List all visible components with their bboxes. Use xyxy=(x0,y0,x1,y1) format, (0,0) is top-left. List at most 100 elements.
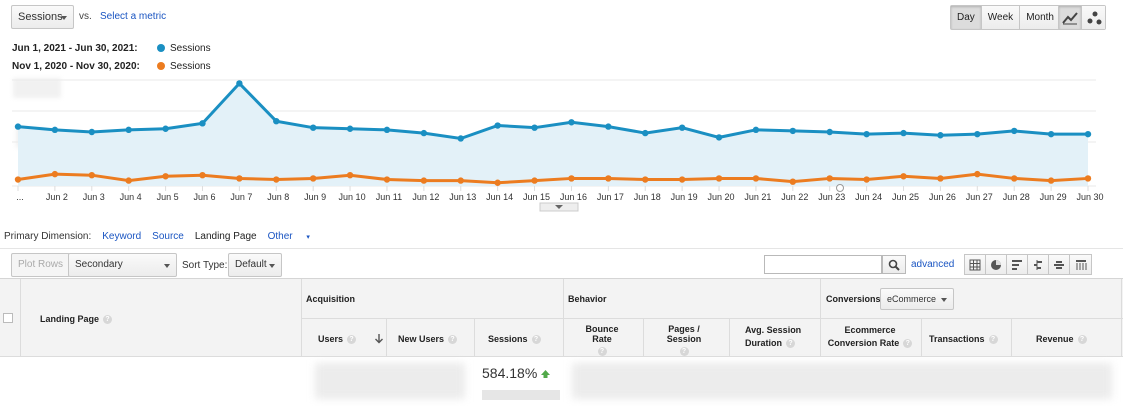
month-button[interactable]: Month xyxy=(1020,6,1060,29)
landing-page-header[interactable]: Landing Page? xyxy=(40,314,113,325)
help-icon[interactable]: ? xyxy=(988,335,998,345)
week-button[interactable]: Week xyxy=(981,6,1021,29)
dimension-keyword[interactable]: Keyword xyxy=(102,231,142,242)
users-column-header[interactable]: Users? xyxy=(318,334,357,345)
data-point[interactable] xyxy=(1047,130,1055,138)
data-point[interactable] xyxy=(937,132,944,139)
pages-session-column-header[interactable]: Pages / Session? xyxy=(666,324,702,356)
performance-view-button[interactable] xyxy=(1007,255,1028,274)
data-point[interactable] xyxy=(715,134,723,141)
data-point[interactable] xyxy=(51,126,59,134)
data-point[interactable] xyxy=(900,173,907,180)
sort-down-arrow-icon[interactable] xyxy=(374,333,384,344)
data-point[interactable] xyxy=(568,175,575,182)
data-point[interactable] xyxy=(14,176,22,183)
secondary-dimension-select[interactable]: Secondary dimension xyxy=(68,253,177,292)
term-cloud-view-button[interactable] xyxy=(1049,255,1070,274)
data-point[interactable] xyxy=(88,128,95,136)
data-point[interactable] xyxy=(568,119,575,126)
new-users-column-header[interactable]: New Users? xyxy=(398,334,458,345)
data-point[interactable] xyxy=(789,127,797,135)
plot-rows-button[interactable]: Plot Rows xyxy=(11,253,71,277)
motion-chart-button[interactable] xyxy=(1082,6,1105,29)
help-icon[interactable]: ? xyxy=(1077,335,1087,345)
select-metric-link[interactable]: Select a metric xyxy=(100,11,167,22)
data-point[interactable] xyxy=(937,175,944,182)
data-point[interactable] xyxy=(826,175,833,182)
metric-select[interactable]: Sessions xyxy=(11,5,74,29)
data-point[interactable] xyxy=(383,126,391,134)
data-point[interactable] xyxy=(346,172,354,179)
data-point[interactable] xyxy=(642,176,649,183)
search-button[interactable] xyxy=(882,255,906,274)
pivot-view-button[interactable] xyxy=(1070,255,1091,274)
data-point[interactable] xyxy=(605,175,612,182)
data-point[interactable] xyxy=(236,175,243,182)
dimension-landing-page[interactable]: Landing Page xyxy=(194,231,257,242)
data-point[interactable] xyxy=(1047,177,1055,184)
data-point[interactable] xyxy=(162,173,169,180)
data-point[interactable] xyxy=(900,129,907,137)
ecommerce-conversion-rate-column-header[interactable]: Ecommerce Conversion Rate? xyxy=(827,324,913,350)
transactions-column-header[interactable]: Transactions? xyxy=(929,334,998,345)
data-point[interactable] xyxy=(1084,130,1092,138)
data-point[interactable] xyxy=(346,125,354,132)
data-point[interactable] xyxy=(974,130,981,138)
data-point[interactable] xyxy=(383,176,391,183)
data-point[interactable] xyxy=(309,124,317,131)
data-point[interactable] xyxy=(678,176,686,183)
data-point[interactable] xyxy=(125,126,132,134)
day-button[interactable]: Day xyxy=(951,6,982,29)
data-point[interactable] xyxy=(457,135,464,142)
sort-type-select[interactable]: Default xyxy=(228,253,282,277)
conversions-select[interactable]: eCommerce xyxy=(880,288,954,310)
data-point[interactable] xyxy=(199,172,206,179)
data-point[interactable] xyxy=(863,130,870,138)
data-point[interactable] xyxy=(605,123,612,130)
help-icon[interactable]: ? xyxy=(531,335,541,345)
pie-view-button[interactable] xyxy=(986,255,1007,274)
data-point[interactable] xyxy=(826,128,833,136)
data-point[interactable] xyxy=(494,179,501,186)
data-point[interactable] xyxy=(14,123,22,130)
data-point[interactable] xyxy=(420,129,428,137)
help-icon[interactable]: ? xyxy=(347,335,357,345)
data-point[interactable] xyxy=(273,118,280,125)
data-point[interactable] xyxy=(494,122,501,129)
data-point[interactable] xyxy=(531,124,538,131)
table-view-button[interactable] xyxy=(965,255,986,274)
data-point[interactable] xyxy=(162,125,169,132)
data-point[interactable] xyxy=(1011,127,1018,135)
data-point[interactable] xyxy=(752,175,760,182)
help-icon[interactable]: ? xyxy=(597,347,607,356)
data-point[interactable] xyxy=(420,177,428,184)
help-icon[interactable]: ? xyxy=(448,335,458,345)
data-point[interactable] xyxy=(88,172,95,179)
data-point[interactable] xyxy=(863,176,870,183)
data-point[interactable] xyxy=(273,176,280,183)
data-point[interactable] xyxy=(789,178,797,185)
data-point[interactable] xyxy=(1011,175,1018,182)
comparison-view-button[interactable] xyxy=(1028,255,1049,274)
avg-session-duration-column-header[interactable]: Avg. Session Duration? xyxy=(745,325,802,349)
select-all-checkbox[interactable] xyxy=(3,313,13,323)
data-point[interactable] xyxy=(531,177,538,184)
line-chart-button[interactable] xyxy=(1059,6,1082,29)
data-point[interactable] xyxy=(752,126,760,134)
sessions-column-header[interactable]: Sessions? xyxy=(488,334,541,345)
data-point[interactable] xyxy=(678,124,686,131)
dimension-source[interactable]: Source xyxy=(152,231,184,242)
data-point[interactable] xyxy=(457,177,464,184)
data-point[interactable] xyxy=(236,80,243,87)
bounce-rate-column-header[interactable]: Bounce Rate? xyxy=(585,324,619,356)
data-point[interactable] xyxy=(715,175,723,182)
dimension-other[interactable]: Other ▾ xyxy=(267,231,310,242)
help-icon[interactable]: ? xyxy=(679,347,689,356)
data-point[interactable] xyxy=(1084,175,1092,182)
data-point[interactable] xyxy=(51,170,59,178)
data-point[interactable] xyxy=(974,170,981,178)
annotation-marker[interactable] xyxy=(836,184,844,192)
data-point[interactable] xyxy=(642,129,649,137)
help-icon[interactable]: ? xyxy=(103,315,113,325)
table-search-input[interactable] xyxy=(764,255,882,274)
